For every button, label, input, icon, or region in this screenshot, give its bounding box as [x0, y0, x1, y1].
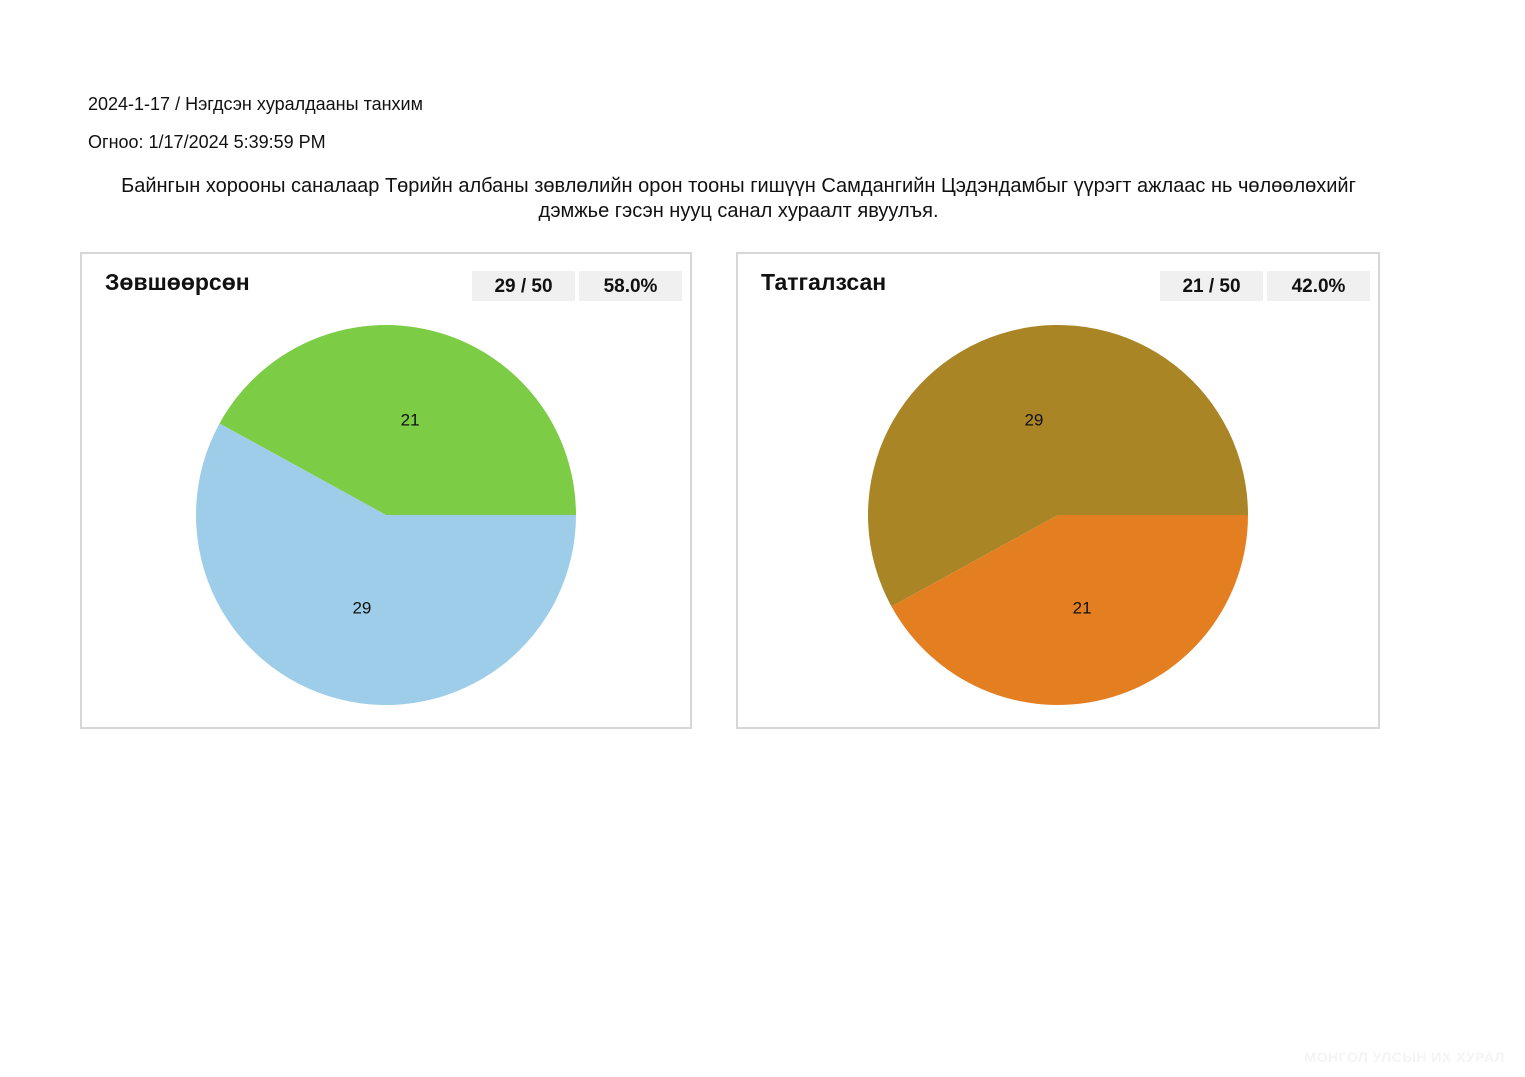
reject-panel: Татгалзсан 21 / 50 42.0% 29 21 — [736, 252, 1380, 729]
pie-slice-0 — [868, 325, 1248, 607]
pie-slice-label-0: 29 — [1024, 411, 1043, 430]
pie-slice-label-0: 21 — [401, 411, 420, 430]
pie-slice-label-1: 29 — [352, 598, 371, 617]
meeting-info: 2024-1-17 / Нэгдсэн хуралдааны танхим — [88, 94, 423, 114]
panel-title: Зөвшөөрсөн — [105, 269, 250, 295]
approve-pie-chart: 21 29 — [196, 324, 577, 705]
vote-percent: 42.0% — [1267, 271, 1370, 301]
vote-question: Байнгын хорооны саналаар Төрийн албаны з… — [121, 175, 1356, 222]
pie-slice-1 — [196, 423, 576, 705]
reject-pie-chart: 29 21 — [868, 325, 1248, 706]
vote-count: 21 / 50 — [1160, 271, 1263, 301]
pie-slice-0 — [219, 324, 577, 515]
pie-slice-label-1: 21 — [1073, 598, 1092, 617]
footer-watermark: МОНГОЛ УЛСЫН ИХ ХУРАЛ — [1304, 1049, 1505, 1065]
vote-percent: 58.0% — [579, 271, 682, 301]
approve-panel: Зөвшөөрсөн 29 / 50 58.0% 21 29 — [80, 252, 692, 729]
panel-title: Татгалзсан — [761, 269, 887, 295]
vote-date: Огноо: 1/17/2024 5:39:59 PM — [88, 132, 326, 152]
pie-slice-1 — [891, 515, 1248, 706]
vote-count: 29 / 50 — [472, 271, 575, 301]
